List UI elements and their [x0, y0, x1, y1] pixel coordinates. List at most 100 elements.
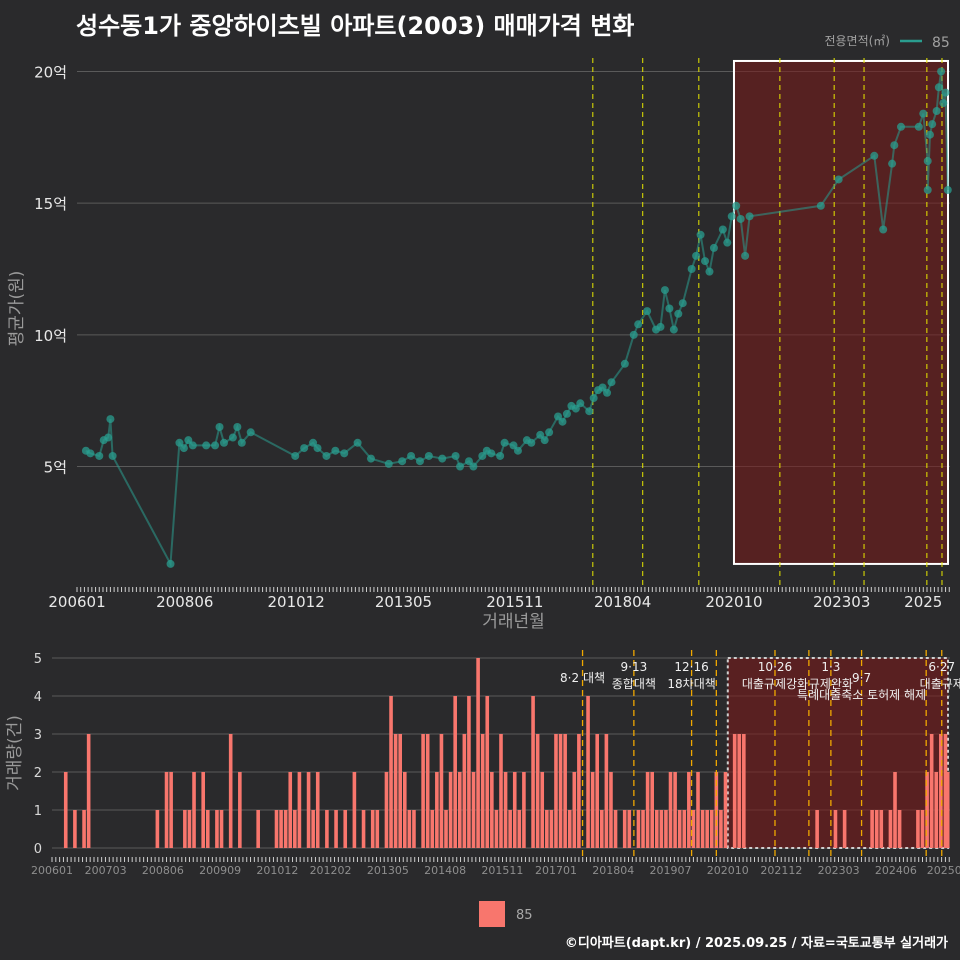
series-line-85 [85, 71, 949, 568]
data-point [727, 212, 736, 221]
volume-bar [549, 810, 554, 848]
x-tick-label: 202303 [818, 864, 860, 877]
volume-bar [595, 734, 600, 848]
x-tick-label: 201202 [310, 864, 352, 877]
volume-bar [306, 772, 311, 848]
volume-plot: 0 1 2 3 4 5 8·2 대책 9·13 종합대책 12·16 18차대책 10·26 대출규제강… [5, 650, 960, 877]
volume-bar [293, 810, 297, 848]
volume-bar [535, 734, 540, 848]
volume-bar [256, 810, 260, 848]
volume-bar [599, 810, 604, 848]
data-point [834, 175, 843, 184]
volume-bar [63, 772, 68, 848]
volume-bar [462, 734, 467, 848]
y-tick-label: 20억 [34, 64, 67, 82]
data-point [188, 441, 197, 450]
data-point [934, 83, 943, 92]
volume-bar [407, 810, 412, 848]
y-tick-label: 10억 [34, 327, 67, 345]
volume-bar [425, 734, 430, 848]
data-point [246, 428, 255, 437]
data-point [451, 451, 460, 460]
volume-bar [719, 810, 723, 848]
volume-bar [471, 772, 476, 848]
volume-bar [668, 772, 673, 848]
volume-bar [485, 696, 490, 848]
x-tick-label: 201305 [375, 593, 432, 611]
volume-bar [361, 810, 366, 848]
data-point [634, 320, 643, 329]
volume-bar [696, 772, 700, 848]
data-point [237, 438, 246, 447]
data-point [331, 446, 340, 455]
volume-bar [737, 734, 742, 848]
volume-bar [480, 734, 485, 848]
volume-bar [389, 696, 393, 848]
data-point [340, 449, 349, 458]
volume-bar [508, 810, 512, 848]
data-point [487, 449, 496, 458]
volume-bar [343, 810, 348, 848]
volume-bar [627, 810, 632, 848]
x-tick-label: 201511 [486, 593, 543, 611]
volume-bar [554, 734, 558, 848]
x-tick-label: 200909 [199, 864, 241, 877]
x-tick-label: 200601 [31, 864, 73, 877]
data-point [890, 141, 899, 150]
data-point [620, 359, 629, 368]
data-point [943, 186, 952, 194]
volume-bar [187, 810, 192, 848]
volume-bar [742, 734, 746, 848]
data-point [687, 265, 696, 273]
volume-bar [512, 772, 517, 848]
policy-annotation: 특례대출축소 토허제 해제 [797, 688, 926, 702]
data-point [932, 107, 941, 115]
data-point [469, 462, 478, 471]
data-point [669, 325, 678, 334]
data-point [723, 238, 732, 247]
chart-title: 성수동1가 중앙하이츠빌 아파트(2003) 매매가격 변화 [76, 12, 635, 40]
data-point [941, 88, 950, 97]
volume-bar [228, 734, 233, 848]
legend-entry: 85 [516, 908, 533, 923]
volume-bar [654, 810, 659, 848]
volume-bar [192, 772, 196, 848]
volume-bar [677, 810, 682, 848]
volume-bar [499, 734, 503, 848]
volume-bar [448, 772, 453, 848]
y-tick-label: 1 [34, 804, 42, 819]
volume-bar [545, 810, 549, 848]
volume-bar [421, 734, 425, 848]
volume-bar [645, 772, 650, 848]
x-tick-label: 202112 [760, 864, 802, 877]
volume-bar [897, 810, 902, 848]
volume-bar [183, 810, 187, 848]
data-point [607, 378, 616, 387]
volume-bar [531, 696, 535, 848]
data-point [211, 441, 220, 450]
data-point [106, 415, 115, 424]
legend-swatch [479, 901, 505, 927]
data-point [175, 438, 184, 447]
volume-bar [604, 734, 609, 848]
data-point [629, 330, 638, 339]
policy-annotation: 10·26 [758, 660, 792, 674]
volume-bar [334, 810, 338, 848]
volume-bar [590, 772, 595, 848]
volume-bar [673, 772, 677, 848]
x-tick-label: 201012 [256, 864, 298, 877]
volume-bar [659, 810, 664, 848]
data-point [870, 151, 879, 160]
volume-bar [650, 772, 654, 848]
data-point [415, 457, 424, 466]
volume-bar [929, 734, 934, 848]
x-tick-label: 201305 [367, 864, 409, 877]
x-tick-label: 202406 [875, 864, 917, 877]
volume-bar [888, 810, 893, 848]
data-point [816, 201, 825, 210]
data-point [513, 446, 522, 455]
volume-bar [453, 696, 457, 848]
policy-annotation: 대출규제강화 [742, 677, 808, 691]
volume-bar [700, 810, 705, 848]
